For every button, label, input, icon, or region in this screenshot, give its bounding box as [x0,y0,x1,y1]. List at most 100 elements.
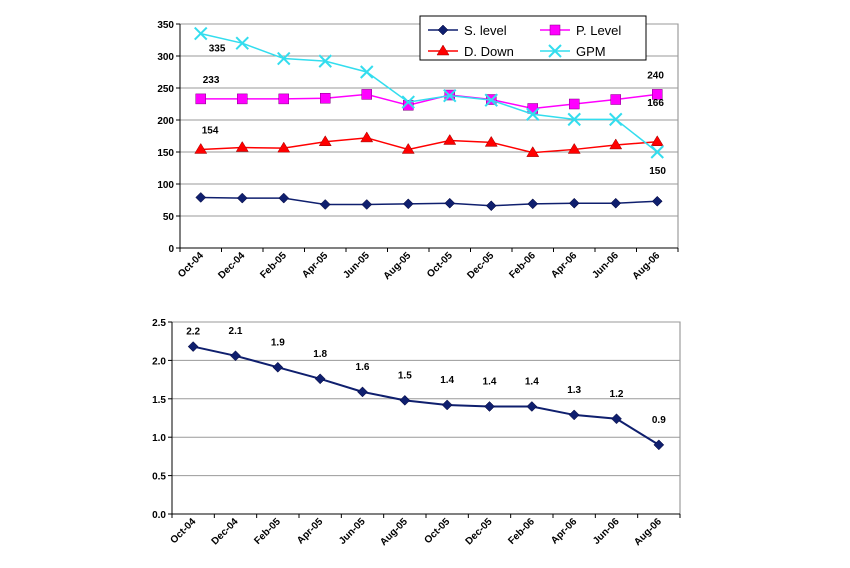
data-label: 1.3 [567,385,581,396]
y-tick-label: 1.5 [152,395,166,406]
series-marker [194,142,208,154]
y-tick-label: 300 [157,52,174,63]
x-tick-label: Dec-04 [216,250,247,281]
data-label: 150 [649,166,666,177]
bottom-line-chart: 0.0 0.5 1.0 1.5 2.0 2.5 Oct-04 Dec-04 Feb-05 Apr-… [152,318,681,548]
series-marker [314,373,326,385]
data-label: 1.9 [271,337,285,348]
x-tick-label: Dec-05 [464,516,495,547]
legend-item: GPM [540,44,606,59]
series-line [200,32,658,153]
series-marker [195,192,207,203]
series-marker [484,401,495,412]
y-tick-label: 2.0 [152,356,166,367]
y-tick-label: 150 [157,148,174,159]
x-tick-label: Apr-06 [549,250,579,280]
x-tick-label: Dec-05 [465,250,496,281]
data-label: 233 [203,75,220,86]
data-label: 2.2 [186,327,200,338]
series-marker [485,200,497,212]
legend-item: S. level [428,23,507,38]
legend-swatch-marker [436,44,450,56]
x-tick-label: Aug-06 [632,516,664,548]
x-tick-label: Feb-05 [258,250,289,281]
data-label: 166 [647,98,664,109]
legend-swatch-marker [549,24,561,36]
data-label: 1.2 [610,389,624,400]
x-tick-label: Feb-05 [252,516,283,547]
legend-item: P. Level [540,23,621,38]
series-marker [235,36,249,50]
series-marker [194,26,208,41]
series-marker [278,192,290,204]
series-line [192,345,660,446]
series-marker [609,112,623,127]
series-marker [527,198,539,210]
x-tick-label: Dec-04 [210,516,241,547]
series-marker [402,198,414,210]
y-tick-label: 250 [157,84,174,95]
top-line-chart: 0 50 100 150 200 250 300 350 Oct-04 Dec-04 Feb-05 A… [157,15,679,282]
series-marker [277,51,291,66]
series-marker [653,439,665,451]
x-tick-label: Feb-06 [506,516,537,547]
series-marker [651,195,663,207]
series-line [200,137,658,154]
data-label: 1.5 [398,370,412,381]
data-label: 1.8 [313,349,327,360]
series-marker [652,89,663,100]
series-marker [401,95,415,109]
data-label: 1.4 [440,375,454,386]
y-tick-label: 0.0 [152,510,166,521]
series-marker [399,394,411,406]
data-label: 2.1 [229,326,243,337]
series-marker [319,199,331,210]
data-label: 335 [209,44,226,55]
x-tick-label: Feb-06 [507,250,538,281]
legend-label: GPM [576,44,606,59]
legend-box [419,15,647,61]
series-line [200,196,658,207]
series-marker [569,98,580,110]
data-label: 0.9 [652,415,666,426]
x-tick-label: Jun-06 [591,516,622,547]
series-marker [609,138,623,150]
y-tick-label: 50 [163,212,175,223]
series-marker [610,94,621,105]
series-marker [357,386,368,398]
series-0 [187,341,665,451]
series-marker [361,199,373,210]
x-tick-label: Apr-05 [295,516,325,546]
series-marker [610,197,622,209]
series-marker [277,141,291,153]
series-marker [444,197,456,209]
x-tick-label: Apr-06 [549,516,579,546]
series-marker [236,192,248,204]
series-marker [278,93,289,105]
x-tick-label: Aug-05 [378,516,410,548]
series-marker [235,141,249,152]
legend-swatch-marker [548,44,562,58]
x-tick-label: Oct-04 [176,250,206,280]
data-label: 154 [202,125,219,136]
data-label: 240 [647,70,664,81]
y-tick-label: 1.0 [152,433,166,444]
series-marker [230,350,241,362]
plot-area [171,321,681,515]
series-line [200,93,658,110]
series-marker [650,145,664,159]
y-tick-label: 200 [157,116,174,127]
series-marker [237,93,248,105]
series-marker [526,107,540,121]
legend-item: D. Down [428,44,514,59]
series-marker [484,135,498,147]
series-marker [361,89,372,100]
series-marker [443,133,457,145]
data-label: 1.6 [356,362,370,373]
y-tick-label: 0 [168,244,174,255]
x-tick-label: Oct-05 [423,516,453,546]
series-marker [650,135,664,147]
legend-swatch-marker [437,24,449,36]
x-tick-label: Jun-05 [341,250,372,281]
